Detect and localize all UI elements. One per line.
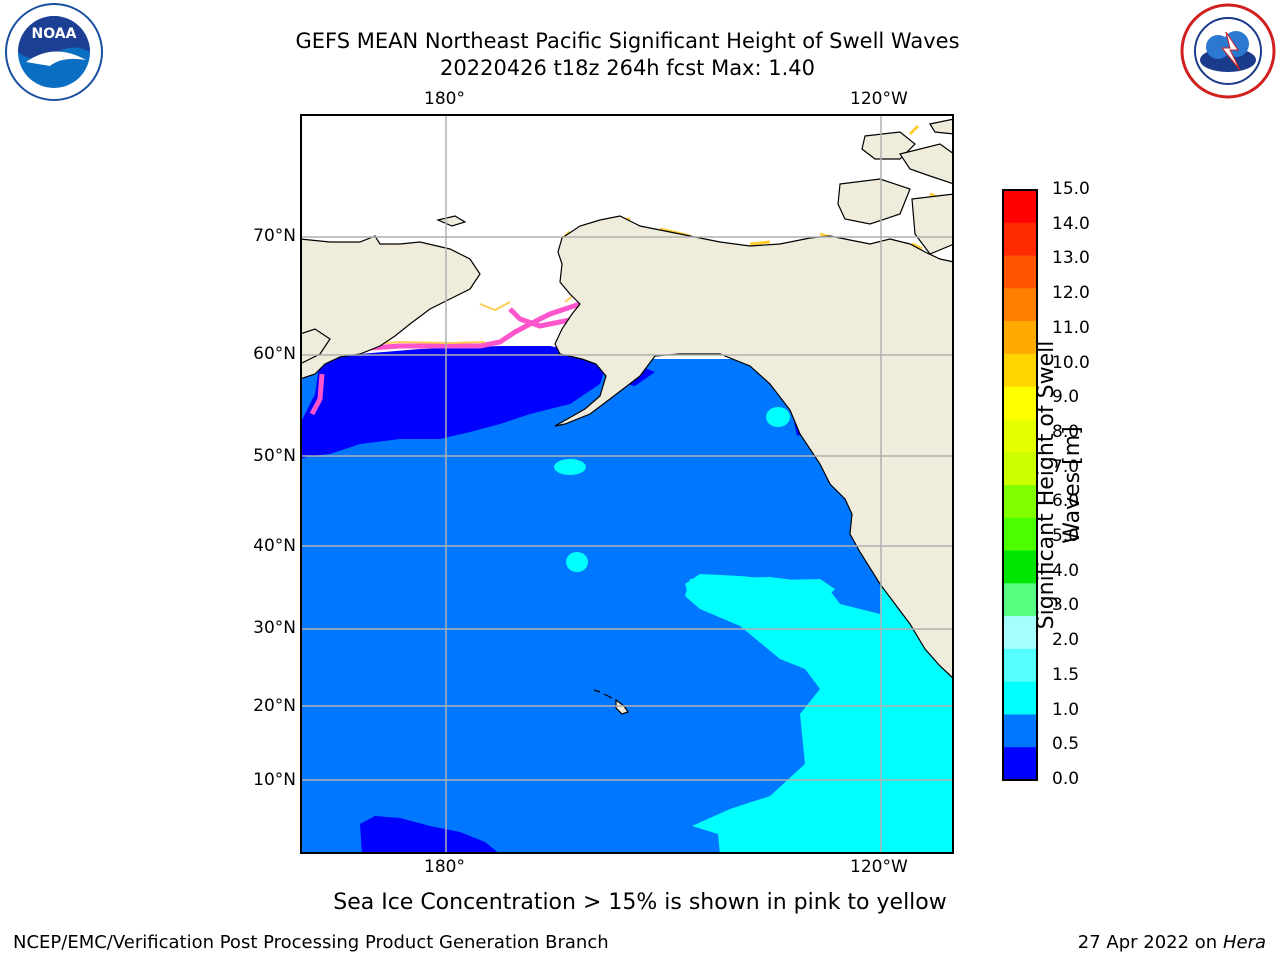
land-arctic-island-d bbox=[911, 193, 954, 255]
colorbar-tick-label: 3.0 bbox=[1052, 595, 1080, 616]
lon-label-top-180: 180° bbox=[424, 89, 465, 109]
colorbar-title: Significant Height of Swell Waves [m] bbox=[1034, 335, 1086, 635]
colorbar-segment bbox=[1003, 714, 1037, 748]
colorbar-segment bbox=[1003, 321, 1037, 355]
lon-label-bottom-180: 180° bbox=[424, 857, 465, 877]
swell-region-1.0-1.5 bbox=[685, 577, 954, 854]
colorbar-segment bbox=[1003, 222, 1037, 257]
colorbar-tick-label: 7.0 bbox=[1052, 456, 1080, 477]
swell-region-0.0-0.5-south bbox=[360, 816, 500, 854]
colorbar-segment bbox=[1003, 255, 1037, 289]
land-wrangel-island bbox=[436, 215, 467, 227]
colorbar-segment bbox=[1003, 550, 1037, 584]
colorbar-frame bbox=[1002, 189, 1038, 781]
colorbar-segment bbox=[1003, 681, 1037, 715]
colorbar-tick-label: 0.0 bbox=[1052, 769, 1080, 789]
swell-region-1.0-1.5-spot-c bbox=[766, 407, 790, 427]
colorbar-segment bbox=[1003, 747, 1037, 781]
colorbar-tick-label: 0.5 bbox=[1052, 734, 1080, 755]
swell-region-1.0-1.5-upper bbox=[685, 574, 835, 614]
colorbar-tick-label: 10.0 bbox=[1052, 352, 1090, 373]
noaa-logo-text: NOAA bbox=[32, 26, 77, 42]
colorbar-tick-label: 11.0 bbox=[1052, 317, 1090, 338]
colorbar-segment bbox=[1003, 419, 1037, 453]
colorbar-tick-label: 14.0 bbox=[1052, 213, 1090, 234]
colorbar-segment bbox=[1003, 616, 1037, 650]
lat-label-20n: 20°N bbox=[253, 696, 296, 716]
swell-height-map bbox=[300, 114, 954, 854]
swell-region-1.0-1.5-spot-b bbox=[554, 459, 586, 475]
colorbar-segment bbox=[1003, 517, 1037, 552]
colorbar-tick-label: 4.0 bbox=[1052, 560, 1080, 581]
colorbar-segment bbox=[1003, 353, 1037, 388]
colorbar bbox=[1002, 189, 1038, 781]
colorbar-segment bbox=[1003, 452, 1037, 486]
lat-label-40n: 40°N bbox=[253, 536, 296, 556]
land-arctic-island-a bbox=[837, 178, 911, 225]
colorbar-tick-label: 2.0 bbox=[1052, 630, 1080, 651]
colorbar-tick-label: 1.5 bbox=[1052, 664, 1080, 685]
chart-subtitle: 20220426 t18z 264h fcst Max: 1.40 bbox=[440, 56, 815, 80]
colorbar-tick-label: 1.0 bbox=[1052, 699, 1080, 720]
footer-date-text: 27 Apr 2022 on bbox=[1077, 932, 1223, 953]
land-arctic-island-e bbox=[929, 118, 954, 135]
swell-region-1.0-1.5-spot-a bbox=[566, 552, 588, 572]
lon-label-top-120w: 120°W bbox=[850, 89, 908, 109]
colorbar-segment bbox=[1003, 583, 1037, 617]
land-chukotka bbox=[300, 235, 481, 380]
chart-title: GEFS MEAN Northeast Pacific Significant … bbox=[295, 29, 960, 53]
lat-label-10n: 10°N bbox=[253, 770, 296, 790]
lat-label-70n: 70°N bbox=[253, 226, 296, 246]
graticule bbox=[300, 114, 954, 854]
colorbar-tick-label: 12.0 bbox=[1052, 283, 1090, 304]
footer-date: 27 Apr 2022 on Hera bbox=[1078, 932, 1266, 953]
colorbar-tick-label: 15.0 bbox=[1052, 179, 1090, 199]
colorbar-segment bbox=[1003, 190, 1037, 224]
colorbar-segment bbox=[1003, 288, 1037, 322]
footer-branch: NCEP/EMC/Verification Post Processing Pr… bbox=[13, 932, 609, 953]
land-arctic-island-c bbox=[899, 143, 954, 185]
land bbox=[300, 118, 954, 680]
colorbar-tick-label: 6.0 bbox=[1052, 491, 1080, 512]
sea-ice-margin bbox=[309, 300, 584, 416]
noaa-logo: NOAA bbox=[5, 3, 103, 101]
nws-logo bbox=[1180, 3, 1276, 99]
sea-ice-note: Sea Ice Concentration > 15% is shown in … bbox=[333, 890, 947, 915]
colorbar-tick-label: 9.0 bbox=[1052, 387, 1080, 408]
lat-label-30n: 30°N bbox=[253, 618, 296, 638]
colorbar-title-line2: Waves [m] bbox=[1060, 426, 1085, 544]
colorbar-segment bbox=[1003, 386, 1037, 420]
lat-label-50n: 50°N bbox=[253, 446, 296, 466]
colorbar-tick-label: 13.0 bbox=[1052, 248, 1090, 269]
colorbar-title-line1: Significant Height of Swell bbox=[1034, 340, 1059, 630]
colorbar-tick-label: 5.0 bbox=[1052, 526, 1080, 547]
colorbar-segment bbox=[1003, 648, 1037, 683]
swell-region-0.0-0.5-bering bbox=[300, 346, 605, 459]
lon-label-bottom-120w: 120°W bbox=[850, 857, 908, 877]
land-arctic-island-b bbox=[861, 131, 916, 160]
footer-host: Hera bbox=[1222, 932, 1266, 953]
map-frame bbox=[300, 114, 954, 854]
colorbar-tick-label: 8.0 bbox=[1052, 421, 1080, 442]
colorbar-segment bbox=[1003, 485, 1037, 519]
lat-label-60n: 60°N bbox=[253, 344, 296, 364]
